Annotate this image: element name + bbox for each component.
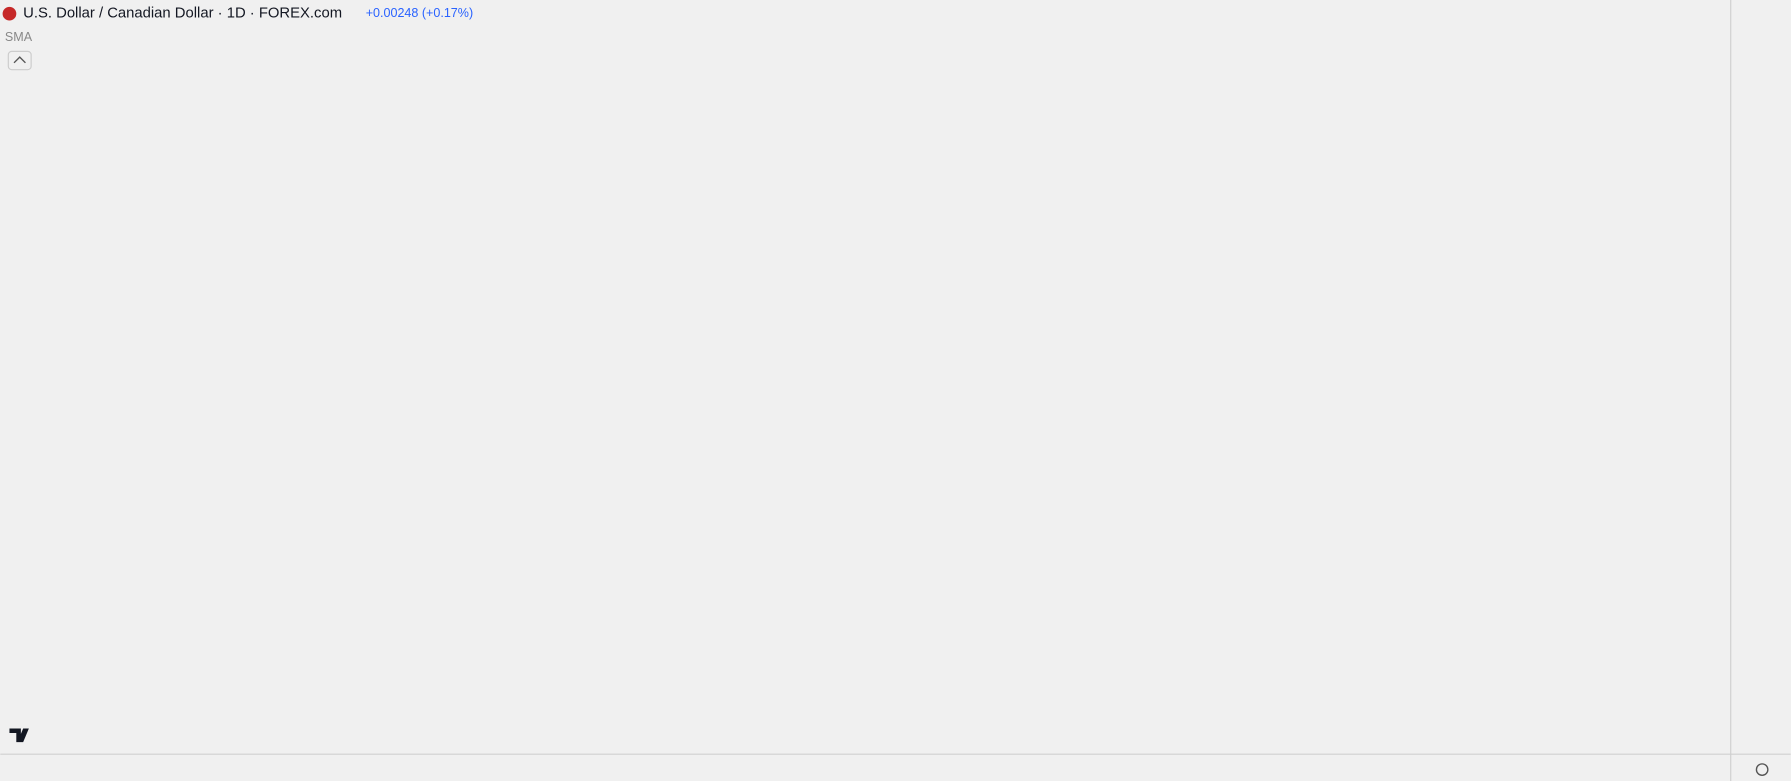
symbol-flag <box>2 6 17 21</box>
logo <box>9 728 29 743</box>
settings-icon[interactable] <box>1755 763 1769 776</box>
indicator-label[interactable]: SMA <box>5 30 33 44</box>
price-change: +0.00248 (+0.17%) <box>366 6 473 20</box>
collapse-button[interactable] <box>7 50 32 71</box>
collapse-icon <box>13 56 26 64</box>
chart-title: U.S. Dollar / Canadian Dollar · 1D · FOR… <box>23 6 342 22</box>
